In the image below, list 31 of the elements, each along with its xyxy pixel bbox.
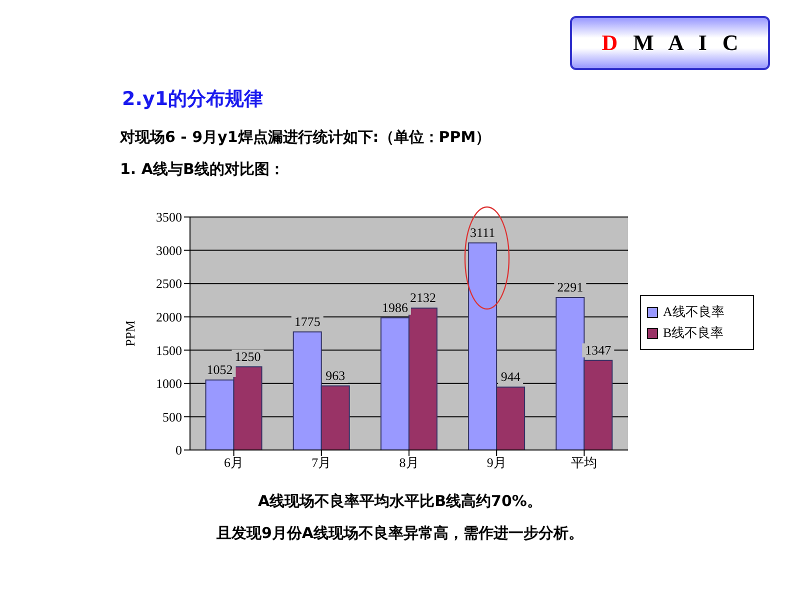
y-axis-title: PPM (122, 320, 138, 347)
data-label: 944 (500, 369, 521, 384)
y-tick-label: 0 (176, 442, 182, 458)
y-tick-label: 500 (162, 409, 182, 424)
text: 且发现9月份A线现场不良率异常高，需作进一步分析。 (215, 524, 585, 543)
chart-subtitle: 对现场6 - 9月y1焊点漏进行统计如下:（单位：PPM） 1. A线与B线的对比图： (120, 128, 491, 179)
data-label: 1250 (234, 348, 261, 364)
chart-title: 2.y1的分布规律 (122, 87, 264, 112)
y-tick-label: 1000 (156, 376, 182, 392)
y-tick-label: 3500 (156, 210, 182, 225)
y-tick-label: 2000 (156, 309, 182, 324)
x-tick-label: 8月 (399, 455, 419, 470)
text: A线现场不良率平均水平比B线高约70%。 (257, 492, 543, 511)
data-label: 1052 (206, 362, 233, 377)
y-tick-label: 1500 (156, 342, 182, 358)
legend-label: B线不良率 (663, 324, 724, 342)
banner-frame: D M A I C (570, 16, 770, 70)
data-label: 1986 (382, 300, 408, 315)
x-tick-label: 7月 (312, 455, 332, 470)
x-tick-label: 平均 (571, 455, 598, 470)
y-tick-label: 3000 (156, 242, 182, 258)
x-tick-label: 9月 (486, 455, 506, 470)
x-tick-label: 6月 (224, 455, 244, 470)
legend-label: A线不良率 (663, 303, 724, 321)
data-label: 3111 (470, 224, 496, 240)
data-label: 2132 (410, 290, 436, 306)
data-label: 1775 (294, 314, 320, 329)
y-tick-label: 2500 (156, 276, 182, 292)
data-label: 1347 (585, 342, 612, 358)
data-label: 2291 (557, 279, 584, 294)
data-label: 963 (326, 368, 346, 383)
